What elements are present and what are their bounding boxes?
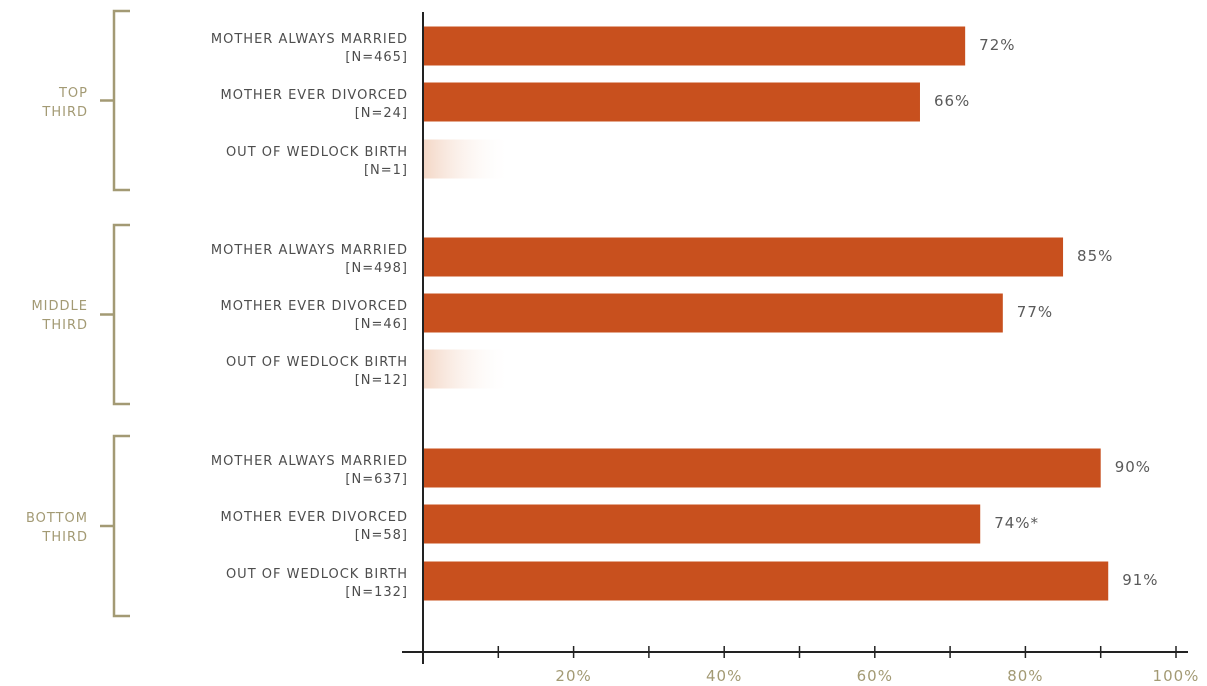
- data-label: 91%: [1122, 571, 1158, 589]
- data-label: 85%: [1077, 247, 1113, 265]
- category-label: MOTHER ALWAYS MARRIED: [211, 32, 408, 47]
- group-label: THIRD: [41, 105, 88, 120]
- category-label: MOTHER EVER DIVORCED: [221, 299, 408, 314]
- x-axis: 20% 40% 60% 80% 100%: [402, 12, 1200, 685]
- data-label: 72%: [979, 36, 1015, 54]
- x-tick-label: 60%: [857, 667, 893, 685]
- bars-layer: [423, 26, 1109, 601]
- group-bracket: [100, 434, 130, 618]
- bar: [423, 293, 1003, 333]
- sample-size-label: [N=46]: [355, 317, 408, 332]
- category-label: MOTHER EVER DIVORCED: [221, 88, 408, 103]
- sample-size-label: [N=1]: [364, 163, 408, 178]
- category-label: OUT OF WEDLOCK BIRTH: [226, 567, 408, 582]
- sample-size-label: [N=58]: [355, 528, 408, 543]
- sample-size-label: [N=12]: [355, 373, 408, 388]
- category-label: OUT OF WEDLOCK BIRTH: [226, 355, 408, 370]
- sample-size-label: [N=465]: [345, 50, 408, 65]
- group-label: TOP: [58, 86, 88, 101]
- bar: [423, 237, 1064, 277]
- category-label: OUT OF WEDLOCK BIRTH: [226, 145, 408, 160]
- sample-size-label: [N=24]: [355, 106, 408, 121]
- data-label: 77%: [1017, 303, 1053, 321]
- group-brackets: [100, 9, 130, 618]
- labels-layer: TOP THIRD MOTHER ALWAYS MARRIED [N=465] 72% M…: [26, 32, 1158, 600]
- bar: [423, 26, 966, 66]
- bar-no-data: [423, 139, 511, 179]
- bar: [423, 82, 920, 122]
- group-label: BOTTOM: [26, 511, 88, 526]
- bar: [423, 448, 1101, 488]
- group-bracket: [100, 9, 130, 192]
- x-tick-label: 100%: [1153, 667, 1200, 685]
- data-label: 90%: [1115, 458, 1151, 476]
- data-label: 74%*: [994, 514, 1039, 532]
- sample-size-label: [N=498]: [345, 261, 408, 276]
- sample-size-label: [N=132]: [345, 585, 408, 600]
- group-label: THIRD: [41, 530, 88, 545]
- x-tick-label: 40%: [706, 667, 742, 685]
- category-label: MOTHER ALWAYS MARRIED: [211, 243, 408, 258]
- group-label: MIDDLE: [31, 299, 88, 314]
- sample-size-label: [N=637]: [345, 472, 408, 487]
- category-label: MOTHER ALWAYS MARRIED: [211, 454, 408, 469]
- bar-no-data: [423, 349, 511, 389]
- group-label: THIRD: [41, 318, 88, 333]
- x-tick-label: 80%: [1007, 667, 1043, 685]
- x-tick-label: 20%: [555, 667, 591, 685]
- bar: [423, 504, 981, 544]
- bar: [423, 561, 1109, 601]
- category-label: MOTHER EVER DIVORCED: [221, 510, 408, 525]
- group-bracket: [100, 223, 130, 406]
- data-label: 66%: [934, 92, 970, 110]
